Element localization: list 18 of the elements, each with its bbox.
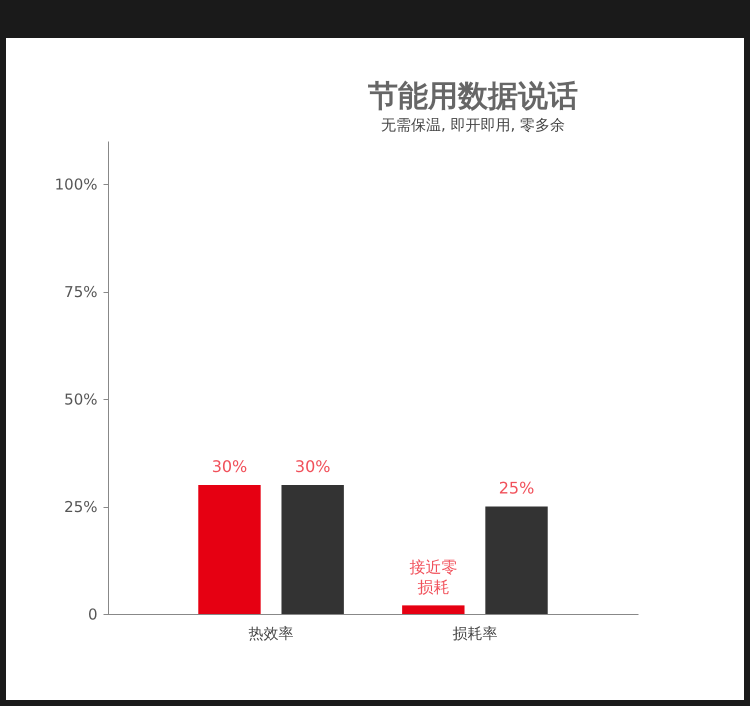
data-label: 30% bbox=[294, 457, 330, 476]
x-tick-label: 热效率 bbox=[248, 624, 294, 642]
bar bbox=[198, 485, 261, 614]
data-label: 30% bbox=[212, 457, 248, 476]
y-tick-label: 0 bbox=[88, 606, 98, 624]
y-tick-label: 100% bbox=[54, 176, 98, 194]
y-tick-label: 25% bbox=[64, 498, 98, 516]
chart-subtitle: 无需保温, 即开即用, 零多余 bbox=[380, 116, 566, 134]
x-tick-label: 损耗率 bbox=[452, 624, 498, 642]
data-label: 25% bbox=[498, 478, 534, 498]
bar bbox=[485, 506, 548, 614]
bar bbox=[402, 605, 465, 614]
y-tick-label: 75% bbox=[64, 283, 98, 301]
chart-title: 节能用数据说话 bbox=[367, 79, 578, 114]
y-tick-label: 50% bbox=[64, 390, 98, 408]
text: 接近零 bbox=[409, 557, 458, 576]
bar bbox=[281, 485, 344, 614]
text: 损耗 bbox=[417, 577, 450, 596]
